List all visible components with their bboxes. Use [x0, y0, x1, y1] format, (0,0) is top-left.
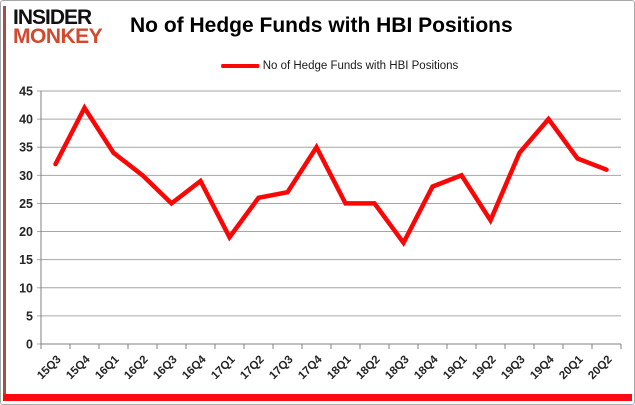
logo-line-monkey: MONKEY: [13, 25, 103, 48]
y-axis-tick-label: 35: [19, 141, 33, 155]
x-axis-tick-label: 16Q4: [180, 353, 209, 382]
x-axis-tick-label: 20Q1: [557, 353, 586, 382]
y-axis-labels: 0 5 10 15 20 25 30 35 40 45: [19, 85, 33, 352]
gridlines: [37, 90, 621, 345]
x-axis-tick-label: 17Q1: [209, 353, 238, 382]
y-axis-tick-label: 40: [19, 113, 33, 127]
x-axis-tick-label: 18Q1: [325, 353, 354, 382]
x-axis-tick-label: 17Q3: [267, 354, 295, 382]
legend: No of Hedge Funds with HBI Positions: [220, 60, 459, 72]
x-axis-tick-label: 19Q3: [499, 354, 527, 382]
x-axis-tick-label: 16Q2: [122, 354, 150, 382]
x-axis-ticks: [40, 344, 622, 349]
y-axis-tick-label: 45: [19, 85, 33, 99]
x-axis-tick-label: 20Q2: [586, 354, 614, 382]
x-axis-labels: 15Q3 15Q4 16Q1 16Q2 16Q3 16Q4 17Q1 17Q2 17Q3 17Q4…: [35, 353, 614, 382]
x-axis-tick-label: 16Q1: [93, 353, 122, 382]
x-axis-tick-label: 18Q2: [354, 354, 382, 382]
chart-title: No of Hedge Funds with HBI Positions: [130, 14, 513, 37]
x-axis-tick-label: 17Q4: [296, 353, 325, 382]
y-axis-tick-label: 25: [19, 197, 33, 211]
x-axis-tick-label: 15Q3: [35, 354, 63, 382]
x-axis-tick-label: 18Q3: [383, 354, 411, 382]
x-axis-tick-label: 19Q2: [470, 354, 498, 382]
x-axis-tick-label: 19Q4: [528, 353, 557, 382]
insider-monkey-logo: INSIDER MONKEY: [13, 6, 103, 48]
y-axis-tick-label: 5: [26, 309, 33, 323]
left-accent-strip: [3, 6, 6, 396]
y-axis-tick-label: 10: [19, 281, 33, 295]
legend-label: No of Hedge Funds with HBI Positions: [262, 60, 459, 72]
bottom-red-bar: [3, 394, 632, 401]
x-axis-tick-label: 18Q4: [412, 353, 441, 382]
y-axis-tick-label: 30: [19, 169, 33, 183]
x-axis-tick-label: 16Q3: [151, 354, 179, 382]
x-axis-tick-label: 17Q2: [238, 354, 266, 382]
y-axis-tick-label: 15: [19, 253, 33, 267]
logo-line-insider: INSIDER: [13, 6, 92, 29]
x-axis-tick-label: 15Q4: [64, 353, 93, 382]
x-axis-tick-label: 19Q1: [441, 353, 470, 382]
y-axis-tick-label: 0: [26, 338, 33, 352]
y-axis-tick-label: 20: [19, 225, 33, 239]
data-line-hedge-funds: [53, 103, 609, 248]
legend-line-marker: [220, 64, 259, 68]
